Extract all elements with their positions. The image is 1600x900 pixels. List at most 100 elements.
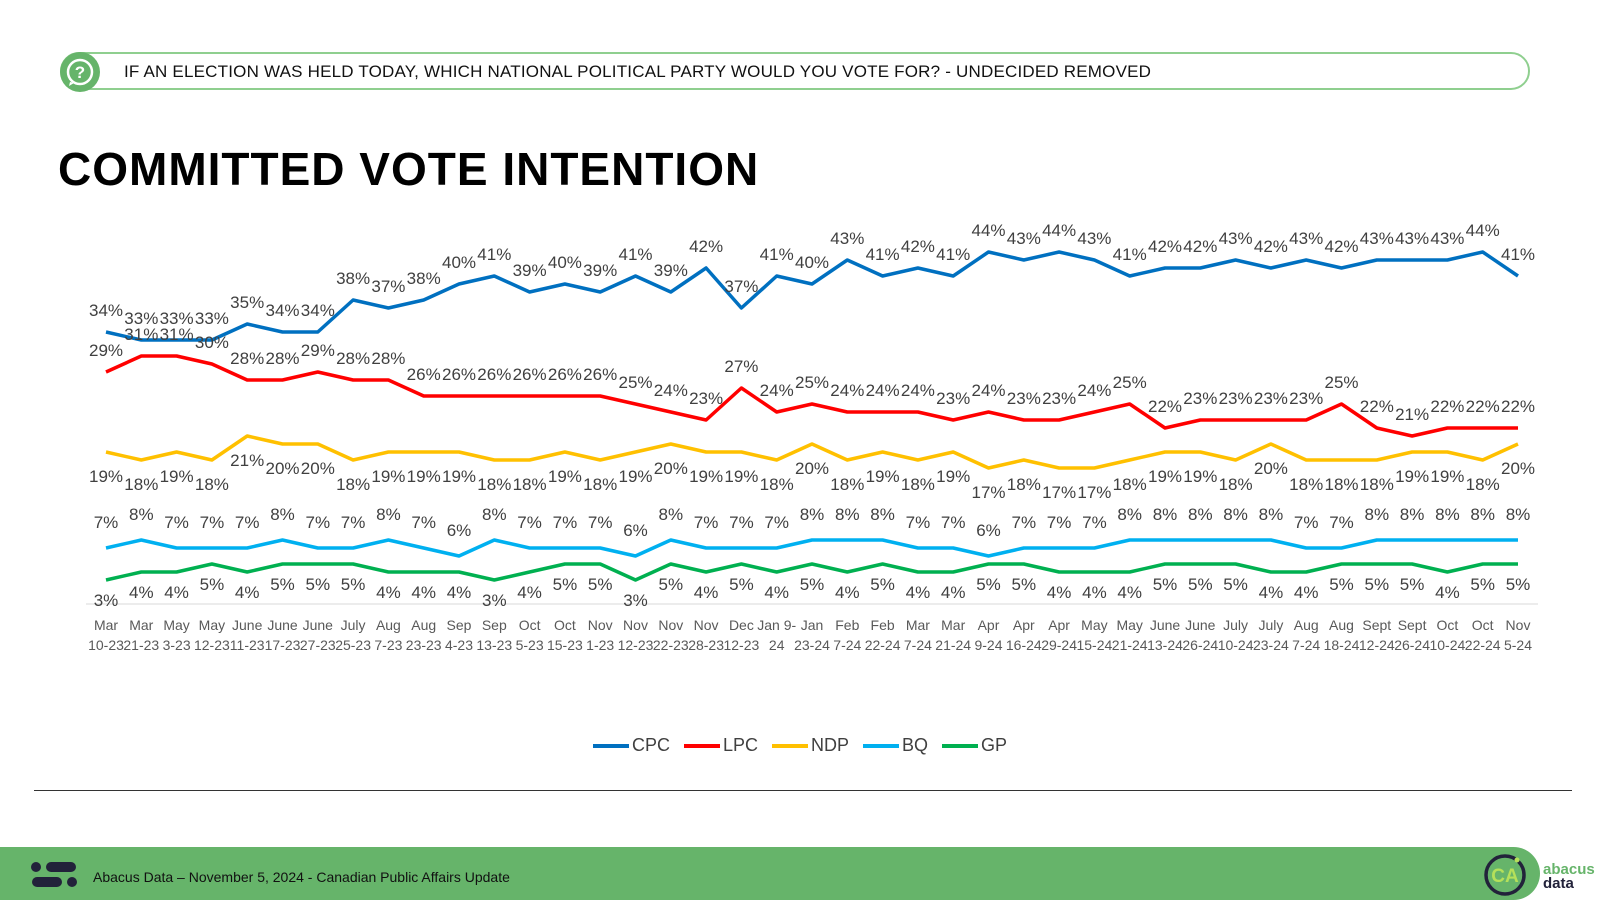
data-label-bq: 8%: [1188, 505, 1213, 524]
data-label-gp: 4%: [1294, 583, 1319, 602]
data-label-bq: 7%: [200, 513, 225, 532]
legend-swatch: [942, 743, 979, 748]
data-label-lpc: 31%: [124, 325, 158, 344]
data-label-cpc: 38%: [407, 269, 441, 288]
data-label-cpc: 38%: [336, 269, 370, 288]
data-label-ndp: 18%: [830, 475, 864, 494]
data-label-gp: 5%: [870, 575, 895, 594]
data-label-ndp: 19%: [618, 467, 652, 486]
data-label-cpc: 44%: [971, 221, 1005, 240]
data-label-lpc: 31%: [160, 325, 194, 344]
data-label-lpc: 22%: [1360, 397, 1394, 416]
data-label-bq: 7%: [1012, 513, 1037, 532]
legend-swatch: [683, 743, 720, 748]
data-label-bq: 7%: [164, 513, 189, 532]
x-tick-label: 16-24: [1006, 637, 1042, 653]
data-label-gp: 5%: [800, 575, 825, 594]
legend-label: CPC: [631, 735, 670, 755]
data-label-lpc: 27%: [724, 357, 758, 376]
data-label-bq: 8%: [1470, 505, 1495, 524]
data-label-ndp: 18%: [336, 475, 370, 494]
data-label-ndp: 19%: [442, 467, 476, 486]
data-label-gp: 5%: [976, 575, 1001, 594]
x-tick-label: 12-23: [618, 637, 654, 653]
data-label-gp: 3%: [94, 591, 119, 610]
x-tick-label: Mar: [906, 617, 930, 633]
data-label-gp: 5%: [1506, 575, 1531, 594]
x-tick-label: 22-23: [653, 637, 689, 653]
data-label-ndp: 19%: [866, 467, 900, 486]
data-label-lpc: 24%: [760, 381, 794, 400]
data-label-bq: 7%: [1294, 513, 1319, 532]
data-label-gp: 4%: [164, 583, 189, 602]
data-label-cpc: 42%: [1324, 237, 1358, 256]
x-tick-label: Aug: [1294, 617, 1319, 633]
x-tick-label: Mar: [941, 617, 965, 633]
data-label-bq: 7%: [906, 513, 931, 532]
x-tick-label: 26-24: [1182, 637, 1218, 653]
data-label-bq: 8%: [1117, 505, 1142, 524]
data-label-lpc: 26%: [477, 365, 511, 384]
footer-bar: [0, 847, 1540, 900]
x-tick-label: Apr: [1048, 617, 1070, 633]
x-tick-label: Oct: [554, 617, 576, 633]
x-tick-label: 12-23: [723, 637, 759, 653]
x-tick-label: 15-23: [547, 637, 583, 653]
data-label-ndp: 19%: [1395, 467, 1429, 486]
line-chart: 34% 33% 33% 33%35% 34% 34%38% 37% 38%40% 41%39% 4…: [86, 221, 1538, 653]
data-label-gp: 4%: [941, 583, 966, 602]
data-label-cpc: 33%: [124, 309, 158, 328]
x-tick-label: Nov: [623, 617, 648, 633]
x-tick-label: Sep: [482, 617, 507, 633]
data-label-bq: 8%: [376, 505, 401, 524]
data-label-gp: 4%: [835, 583, 860, 602]
data-label-ndp: 17%: [1042, 483, 1076, 502]
x-tick-label: 18-24: [1324, 637, 1360, 653]
data-label-lpc: 28%: [230, 349, 264, 368]
data-label-cpc: 43%: [1007, 229, 1041, 248]
data-label-gp: 4%: [764, 583, 789, 602]
x-tick-label: Nov: [658, 617, 683, 633]
x-tick-label: 5-23: [516, 637, 544, 653]
x-tick-label: 10-24: [1218, 637, 1254, 653]
data-label-ndp: 21%: [230, 451, 264, 470]
data-label-bq: 8%: [870, 505, 895, 524]
footer-text: Abacus Data – November 5, 2024 - Canadia…: [93, 869, 510, 885]
data-label-bq: 8%: [800, 505, 825, 524]
x-tick-label: June: [1150, 617, 1181, 633]
data-label-ndp: 19%: [1148, 467, 1182, 486]
data-label-ndp: 18%: [1219, 475, 1253, 494]
x-tick-label: 21-23: [123, 637, 159, 653]
data-label-bq: 7%: [729, 513, 754, 532]
x-tick-label: Sept: [1362, 617, 1391, 633]
data-label-ndp: 17%: [971, 483, 1005, 502]
data-label-bq: 8%: [482, 505, 507, 524]
x-tick-label: 1-23: [586, 637, 614, 653]
data-label-gp: 5%: [1223, 575, 1248, 594]
x-tick-label: 26-24: [1394, 637, 1430, 653]
data-label-lpc: 23%: [1183, 389, 1217, 408]
data-label-bq: 7%: [588, 513, 613, 532]
data-label-gp: 5%: [1365, 575, 1390, 594]
x-tick-label: 13-23: [476, 637, 512, 653]
data-label-lpc: 24%: [830, 381, 864, 400]
data-label-cpc: 41%: [477, 245, 511, 264]
data-label-cpc: 43%: [1289, 229, 1323, 248]
data-label-cpc: 37%: [371, 277, 405, 296]
data-label-bq: 8%: [1223, 505, 1248, 524]
x-tick-label: Sept: [1398, 617, 1427, 633]
data-label-gp: 3%: [623, 591, 648, 610]
x-tick-label: Oct: [519, 617, 541, 633]
x-tick-label: Mar: [94, 617, 118, 633]
x-tick-label: May: [199, 617, 225, 633]
data-label-lpc: 22%: [1466, 397, 1500, 416]
x-tick-label: Dec: [729, 617, 754, 633]
data-label-lpc: 28%: [371, 349, 405, 368]
x-tick-label: 4-23: [445, 637, 473, 653]
legend-swatch: [771, 743, 808, 748]
data-label-bq: 7%: [341, 513, 366, 532]
data-label-bq: 8%: [270, 505, 295, 524]
x-tick-label: June: [303, 617, 334, 633]
data-label-bq: 8%: [1153, 505, 1178, 524]
data-label-cpc: 41%: [1113, 245, 1147, 264]
